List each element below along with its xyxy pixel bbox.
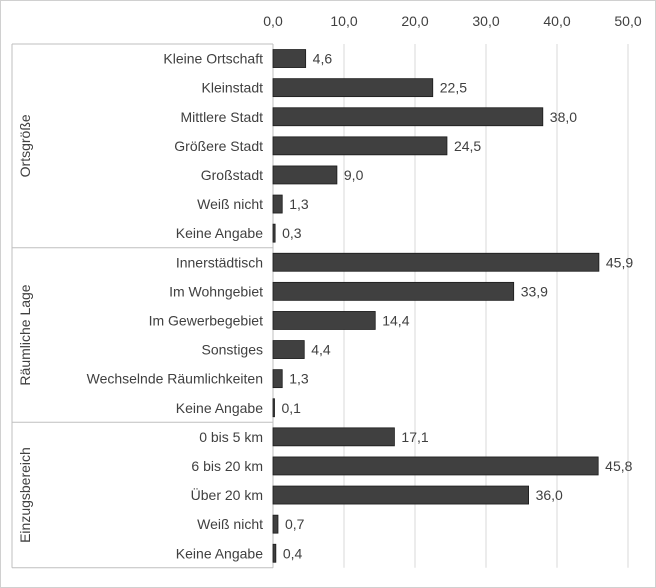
data-label: 17,1 (401, 429, 428, 445)
group-label: Ortsgröße (17, 114, 33, 177)
x-tick-label: 20,0 (401, 13, 428, 29)
group-label: Räumliche Lage (17, 284, 33, 385)
category-label: Sonstiges (202, 342, 263, 358)
bar (272, 136, 448, 156)
bar (272, 252, 600, 272)
bar (272, 398, 275, 418)
x-tick-label: 10,0 (330, 13, 357, 29)
x-tick-label: 50,0 (614, 13, 641, 29)
group-separators (11, 43, 274, 569)
group-label: Einzugsbereich (17, 447, 33, 543)
category-label: 0 bis 5 km (199, 429, 263, 445)
category-label: Weiß nicht (197, 516, 263, 532)
bar (272, 427, 395, 447)
data-label: 0,1 (282, 400, 302, 416)
bar (272, 543, 277, 563)
data-label: 1,3 (289, 371, 309, 387)
category-label: Innerstädtisch (176, 254, 263, 270)
data-label: 0,4 (283, 545, 303, 561)
data-label: 38,0 (550, 109, 577, 125)
data-label: 4,4 (311, 342, 331, 358)
data-label: 36,0 (536, 487, 563, 503)
data-label: 4,6 (313, 51, 333, 67)
x-tick-label: 0,0 (263, 13, 283, 29)
data-label: 9,0 (344, 167, 364, 183)
category-label: Größere Stadt (174, 138, 263, 154)
category-label: Im Gewerbegebiet (149, 312, 264, 328)
bar (272, 49, 307, 68)
bar (272, 311, 376, 330)
category-label: Mittlere Stadt (181, 109, 264, 125)
category-label: Großstadt (201, 167, 263, 183)
bar (272, 165, 338, 185)
data-label: 24,5 (454, 138, 481, 154)
bar (272, 78, 434, 98)
data-label: 22,5 (440, 80, 467, 96)
category-label: Im Wohngebiet (169, 283, 263, 299)
bars (272, 49, 600, 563)
bar (272, 514, 279, 534)
labels: Kleine Ortschaft 4,6 Kleinstadt 22,5 Mittler… (17, 51, 633, 562)
category-label: Keine Angabe (176, 545, 263, 561)
category-label: Kleine Ortschaft (163, 51, 263, 67)
bar (272, 340, 305, 359)
data-label: 0,3 (282, 225, 302, 241)
bar (272, 485, 530, 505)
category-label: Keine Angabe (176, 400, 263, 416)
category-label: Keine Angabe (176, 225, 263, 241)
data-label: 14,4 (382, 312, 409, 328)
bar (272, 281, 515, 301)
category-label: Wechselnde Räumlichkeiten (87, 371, 263, 387)
bar (272, 223, 276, 243)
data-label: 45,8 (605, 458, 632, 474)
bar (272, 369, 283, 389)
data-label: 1,3 (289, 196, 309, 212)
category-label: Kleinstadt (202, 80, 264, 96)
bar (272, 107, 544, 127)
x-axis-ticks: 0,0 10,0 20,0 30,0 40,0 50,0 (263, 13, 642, 29)
bar (272, 194, 283, 214)
category-label: Über 20 km (191, 486, 263, 503)
x-tick-label: 30,0 (472, 13, 499, 29)
category-label: Weiß nicht (197, 196, 263, 212)
category-label: 6 bis 20 km (191, 458, 263, 474)
data-label: 33,9 (521, 283, 548, 299)
data-label: 0,7 (285, 516, 305, 532)
x-tick-label: 40,0 (543, 13, 570, 29)
bar (272, 456, 599, 476)
data-label: 45,9 (606, 254, 633, 270)
